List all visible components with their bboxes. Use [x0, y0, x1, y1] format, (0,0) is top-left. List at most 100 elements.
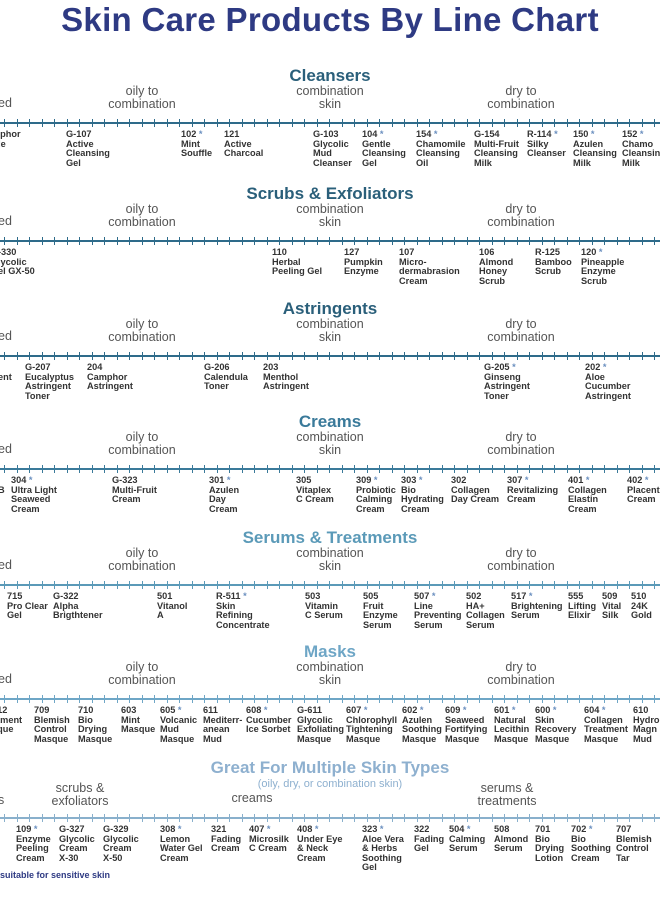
skin-type-label: oily to combination [108, 84, 176, 111]
product-name: Calendula Toner [204, 371, 248, 392]
axis-tick [567, 814, 568, 822]
axis-tick [479, 119, 480, 127]
product-code: 110 [272, 247, 287, 257]
product-code: 502 [466, 591, 482, 601]
axis-tick [379, 465, 380, 473]
product-name: Enzyme Peeling Cream [16, 833, 51, 863]
product-name: mphor ffle [0, 129, 21, 149]
product-code: G-323 [112, 475, 138, 485]
axis-tick [179, 465, 180, 473]
axis-tick [604, 352, 605, 360]
axis-tick [392, 814, 393, 822]
product-code: 712 [0, 705, 8, 715]
axis-tick [54, 581, 55, 589]
axis-tick [342, 352, 343, 360]
skin-type-label: ed [0, 96, 12, 110]
axis-tick [442, 352, 443, 360]
axis-tick [517, 695, 518, 703]
axis-tick [279, 581, 280, 589]
axis-tick [479, 581, 480, 589]
axis-tick [592, 237, 593, 245]
product-item: B [0, 476, 5, 495]
product-item: 106 Almond Honey Scrub [479, 247, 514, 286]
axis-tick [629, 352, 630, 360]
axis-tick [642, 237, 643, 245]
product-name: Mediterr- anean Mud [203, 714, 243, 744]
axis-tick [292, 352, 293, 360]
axis-tick [29, 814, 30, 822]
axis-tick [554, 352, 555, 360]
product-code: 505 [363, 591, 379, 601]
axis-tick [267, 352, 268, 360]
product-item: 152 * Chamo Cleansin Milk [622, 129, 660, 168]
axis-line [0, 817, 660, 819]
axis-tick [217, 465, 218, 473]
axis-tick [329, 695, 330, 703]
product-name: Aloe Vera & Herbs Soothing Gel [362, 833, 404, 873]
product-code: 304 * [11, 475, 33, 485]
axis-tick [554, 581, 555, 589]
product-code: 309 * [356, 475, 378, 485]
axis-tick [529, 119, 530, 127]
axis-tick [217, 581, 218, 589]
product-name: atment sque [0, 714, 23, 735]
axis-tick [142, 352, 143, 360]
product-name: Pineapple Enzyme Scrub [581, 256, 625, 286]
axis-tick [254, 237, 255, 245]
axis-tick [517, 352, 518, 360]
axis-tick [67, 352, 68, 360]
product-code: 555 [568, 591, 584, 601]
axis-tick [592, 814, 593, 822]
product-code: G-154 [474, 129, 500, 139]
sensitive-star-icon: * [312, 824, 319, 834]
skin-type-label: combination skin [296, 317, 364, 344]
axis-tick [204, 814, 205, 822]
axis-line [0, 122, 660, 124]
axis-tick [467, 237, 468, 245]
axis-tick [654, 237, 655, 245]
product-name: Collagen Day Cream [451, 484, 500, 505]
product-item: G-107 Active Cleansing Gel [66, 129, 110, 168]
section-title: Great For Multiple Skin Types [210, 758, 450, 777]
axis-tick [392, 352, 393, 360]
axis-tick [54, 814, 55, 822]
product-item: 608 * Cucumber Ice Sorbet [246, 705, 291, 735]
product-item: 712atment sque [0, 705, 23, 735]
axis-tick [254, 119, 255, 127]
skin-type-label: oily to combination [108, 660, 176, 687]
axis-tick [392, 237, 393, 245]
sensitive-star-icon: * [526, 591, 533, 601]
axis-tick [429, 352, 430, 360]
axis-tick [92, 352, 93, 360]
product-code: 127 [344, 247, 360, 257]
product-code: 601 * [494, 705, 516, 715]
section-title: Serums & Treatments [242, 528, 418, 547]
product-name: Almond Honey Scrub [479, 256, 514, 286]
product-name: B [0, 484, 5, 495]
axis-tick [229, 695, 230, 703]
axis-tick [629, 814, 630, 822]
axis-tick [42, 695, 43, 703]
axis-tick [429, 237, 430, 245]
product-name: Micro- dermabrasion Cream [399, 256, 460, 286]
product-item: 307 * Revitalizing Cream [507, 475, 558, 505]
axis-tick [367, 237, 368, 245]
axis-tick [642, 119, 643, 127]
axis-tick [292, 465, 293, 473]
axis-tick [379, 814, 380, 822]
product-code: 323 * [362, 824, 384, 834]
axis-tick [404, 465, 405, 473]
axis-tick [417, 814, 418, 822]
axis-tick [242, 119, 243, 127]
axis-tick [79, 465, 80, 473]
axis-tick [517, 119, 518, 127]
product-name: Fruit Enzyme Serum [363, 600, 398, 630]
axis-tick [54, 352, 55, 360]
axis-tick [317, 465, 318, 473]
product-item: G-323 Multi-Fruit Cream [112, 475, 157, 505]
sensitive-star-icon: * [509, 705, 516, 715]
product-name: Active Cleansing Gel [66, 138, 110, 168]
skin-type-label: combination skin [296, 202, 364, 229]
axis-tick [129, 581, 130, 589]
axis-tick [479, 814, 480, 822]
